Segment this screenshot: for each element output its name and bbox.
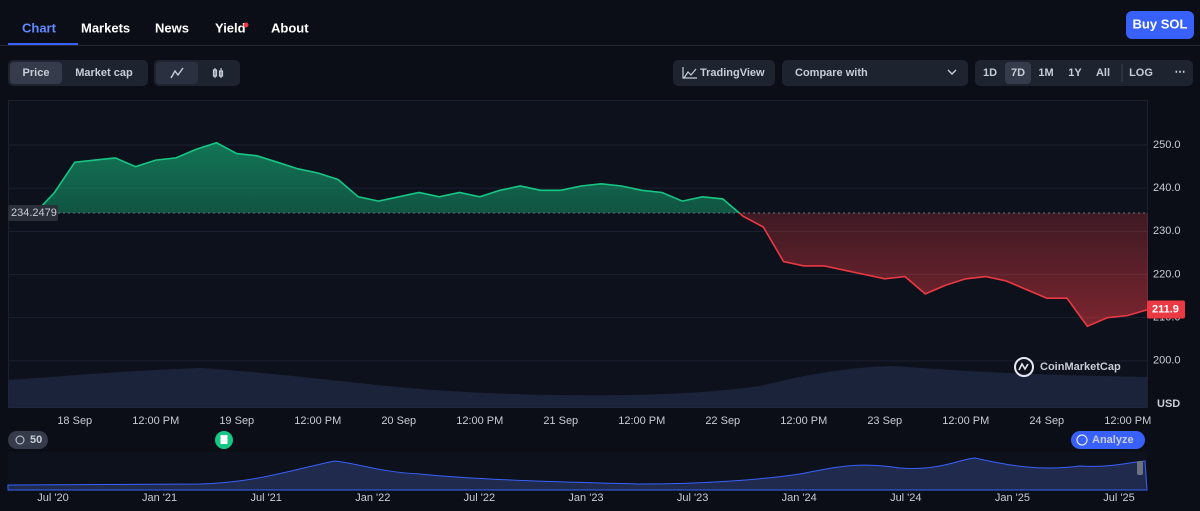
nav-tab[interactable]: Yield bbox=[215, 20, 246, 35]
nav-tab[interactable]: Markets bbox=[81, 20, 130, 35]
navigator-label: Jul '25 bbox=[1103, 492, 1134, 504]
y-tick-label: 220.0 bbox=[1153, 268, 1181, 280]
x-tick-label: 12:00 PM bbox=[942, 415, 989, 427]
baseline-label: 234.2479 bbox=[11, 207, 57, 219]
count-badge-label[interactable]: 50 bbox=[30, 434, 42, 446]
x-tick-label: 12:00 PM bbox=[132, 415, 179, 427]
ranges: 1D 7D 1M 1Y All LOG bbox=[983, 67, 1153, 79]
navigator-line bbox=[7, 457, 1148, 491]
nav-tab[interactable]: About bbox=[271, 20, 309, 35]
navigator-axis: Jul '20 Jan '21 Jul '21 Jan '22 Jul '22 Jan '… bbox=[37, 492, 1134, 504]
x-tick-label: 20 Sep bbox=[381, 415, 416, 427]
plot: 234.2479 211.9 bbox=[8, 141, 1185, 328]
navigator-label: Jan '23 bbox=[568, 492, 603, 504]
x-tick-label: 23 Sep bbox=[867, 415, 902, 427]
buy-button[interactable] bbox=[1126, 11, 1194, 39]
tradingview-label[interactable]: TradingView bbox=[700, 67, 765, 79]
x-tick-label: 24 Sep bbox=[1029, 415, 1064, 427]
y-tick-label: 230.0 bbox=[1153, 225, 1181, 237]
navigator-label: Jan '24 bbox=[782, 492, 817, 504]
x-tick-label: 19 Sep bbox=[219, 415, 254, 427]
range-option[interactable]: 7D bbox=[1011, 67, 1025, 79]
navigator-label: Jan '21 bbox=[142, 492, 177, 504]
navigator-label: Jul '23 bbox=[677, 492, 708, 504]
compare-select[interactable] bbox=[782, 60, 968, 86]
analyze-button[interactable] bbox=[1071, 431, 1145, 449]
range-option[interactable]: 1D bbox=[983, 67, 997, 79]
nav-tab[interactable]: Chart bbox=[22, 20, 57, 35]
price-line-up bbox=[13, 141, 741, 213]
analyze-label[interactable]: Analyze bbox=[1092, 434, 1134, 446]
baseline-label-bg bbox=[8, 204, 58, 221]
watermark: CoinMarketCap bbox=[1040, 361, 1121, 373]
x-tick-label: 12:00 PM bbox=[780, 415, 827, 427]
line-icon bbox=[170, 67, 184, 79]
count-badge[interactable] bbox=[8, 431, 48, 449]
x-tick-label: 12:00 PM bbox=[456, 415, 503, 427]
y-tick-label: 240.0 bbox=[1153, 182, 1181, 194]
chevron bbox=[947, 69, 957, 75]
y-unit: USD bbox=[1157, 398, 1180, 410]
event-icon bbox=[220, 435, 228, 444]
active-tab-underline bbox=[8, 43, 78, 45]
x-tick-label: 12:00 PM bbox=[294, 415, 341, 427]
navigator-label: Jan '22 bbox=[355, 492, 390, 504]
navigator-label: Jul '24 bbox=[890, 492, 921, 504]
area-up bbox=[14, 142, 1148, 213]
x-tick-label: 12:00 PM bbox=[1104, 415, 1151, 427]
watermark-logo-mark bbox=[1018, 362, 1029, 371]
price-label: 211.9 bbox=[1152, 303, 1179, 315]
navigator-handle[interactable] bbox=[1137, 461, 1143, 475]
x-tick-label: 22 Sep bbox=[705, 415, 740, 427]
range-option[interactable]: 1M bbox=[1038, 67, 1053, 79]
range-active[interactable] bbox=[1005, 62, 1031, 84]
navigator-label: Jul '22 bbox=[464, 492, 495, 504]
price-label-bg bbox=[1147, 300, 1185, 319]
range-option[interactable]: 1Y bbox=[1068, 67, 1082, 79]
nav: Chart Markets News Yield About bbox=[22, 20, 309, 35]
candle-icon bbox=[212, 68, 224, 78]
area-down bbox=[29, 212, 1148, 327]
x-tick-label: 18 Sep bbox=[57, 415, 92, 427]
price-line-down bbox=[25, 212, 1148, 328]
tv-icon bbox=[682, 67, 697, 79]
metric-option[interactable]: Market cap bbox=[75, 67, 133, 79]
nav-tab[interactable]: News bbox=[155, 20, 189, 35]
range-option[interactable]: All bbox=[1096, 67, 1110, 79]
y-tick-label: 250.0 bbox=[1153, 139, 1181, 151]
tradingview-button[interactable] bbox=[673, 60, 775, 86]
navigator-label: Jul '20 bbox=[37, 492, 68, 504]
metric-option[interactable]: Price bbox=[23, 67, 50, 79]
buy-button-label[interactable]: Buy SOL bbox=[1133, 16, 1188, 31]
navigator-label: Jul '21 bbox=[250, 492, 281, 504]
volume-area bbox=[8, 366, 1147, 408]
metric-active[interactable] bbox=[10, 62, 62, 84]
x-tick-label: 21 Sep bbox=[543, 415, 578, 427]
history-icon bbox=[15, 435, 25, 445]
navigator-label: Jan '25 bbox=[995, 492, 1030, 504]
y-tick-label: 200.0 bbox=[1153, 355, 1181, 367]
analyze-icon bbox=[1076, 434, 1088, 446]
more-icon[interactable]: ⋯ bbox=[1175, 66, 1186, 78]
x-tick-label: 12:00 PM bbox=[618, 415, 665, 427]
compare-label[interactable]: Compare with bbox=[795, 67, 868, 79]
range-option[interactable]: LOG bbox=[1129, 67, 1153, 79]
watermark-logo bbox=[1014, 357, 1034, 377]
new-dot bbox=[243, 22, 249, 28]
